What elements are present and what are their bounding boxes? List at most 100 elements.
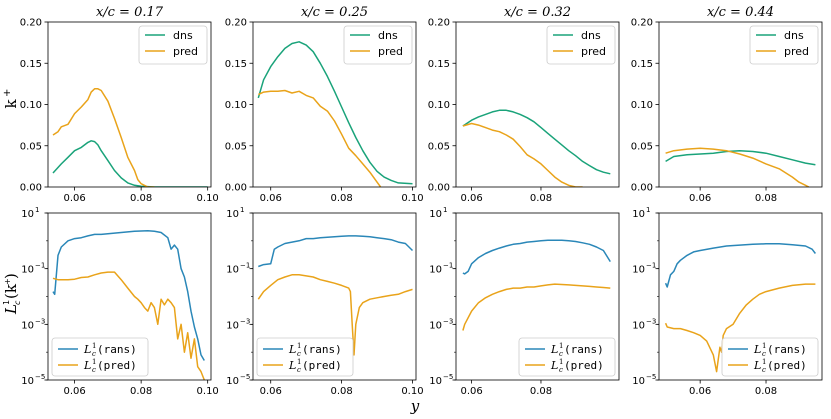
legend-subscript: c: [559, 350, 563, 358]
y-tick-label: 0.00: [20, 183, 42, 194]
y-tick-label: 0.05: [225, 141, 247, 152]
legend-box: [721, 337, 819, 377]
legend-label-dns: dns: [173, 29, 193, 42]
series-line-pred: [52, 271, 205, 380]
legend-label-text: (rans): [302, 343, 342, 356]
x-tick-label: 0.10: [401, 193, 423, 204]
x-axis-label: y: [410, 397, 420, 415]
y-axis-label-top: k+: [2, 89, 20, 109]
y-tick-label: 10: [632, 376, 645, 387]
legend-label-dns: dns: [784, 29, 804, 42]
legend-label-dns: dns: [378, 29, 398, 42]
y-tick-label: 0.10: [428, 100, 450, 111]
y-tick-label: 0.15: [20, 59, 42, 70]
y-tick-exponent: −1: [35, 262, 45, 270]
x-tick-label: 0.06: [63, 386, 85, 397]
y-tick-label: 0.05: [428, 141, 450, 152]
legend-label-pred: L 1c (pred): [550, 358, 604, 374]
y-tick-label: 0.05: [20, 141, 42, 152]
y-tick-label: 10: [226, 209, 239, 220]
y-tick-label: 0.00: [428, 183, 450, 194]
y-axis-label-plus: +: [2, 89, 13, 97]
x-tick-label: 0.10: [401, 386, 423, 397]
x-tick-label: 0.06: [689, 386, 711, 397]
y-tick-label: 10: [226, 265, 239, 276]
x-tick-label: 0.08: [130, 193, 152, 204]
legend-subscript: c: [297, 366, 301, 374]
series-line-pred: [257, 274, 413, 356]
legend: L 1c (rans)L 1c (pred): [518, 337, 616, 377]
legend-symbol-L: L: [753, 343, 761, 356]
legend-label-rans: L 1c (rans): [550, 342, 604, 358]
x-tick-label: 0.06: [63, 193, 85, 204]
legend-label-text: (rans): [97, 343, 137, 356]
x-tick-label: 0.10: [197, 193, 219, 204]
y-tick-label: 0.15: [428, 59, 450, 70]
y-axis-label-sub: c: [13, 300, 22, 305]
y-tick-exponent: −5: [646, 373, 656, 381]
legend-label-dns: dns: [581, 29, 601, 42]
legend: dns pred: [343, 25, 413, 65]
legend-symbol-L: L: [753, 359, 761, 372]
y-tick-label: 10: [226, 376, 239, 387]
legend-box: [51, 337, 149, 377]
y-tick-exponent: −5: [443, 373, 453, 381]
legend-symbol-L: L: [550, 359, 558, 372]
legend: dns pred: [546, 25, 616, 65]
legend-superscript: 1: [762, 342, 766, 350]
x-tick-label: 0.08: [130, 386, 152, 397]
legend-label-rans: L 1c (rans): [83, 342, 137, 358]
legend-label-pred: pred: [173, 45, 198, 58]
y-tick-label: 10: [429, 209, 442, 220]
y-tick-exponent: −1: [443, 262, 453, 270]
legend-label-pred: pred: [784, 45, 809, 58]
y-tick-label: 10: [21, 265, 34, 276]
y-tick-exponent: 1: [443, 206, 447, 214]
series-line-pred: [257, 89, 382, 187]
legend-superscript: 1: [92, 342, 96, 350]
x-tick-label: 0.06: [260, 386, 282, 397]
legend-symbol-L: L: [288, 343, 296, 356]
y-tick-label: 0.20: [20, 18, 42, 29]
legend-subscript: c: [762, 366, 766, 374]
legend-label-pred: L 1c (pred): [288, 358, 342, 374]
y-tick-label: 10: [632, 320, 645, 331]
series-line-rans: [258, 235, 414, 268]
series-line-dns: [462, 109, 611, 175]
legend-box: [256, 337, 354, 377]
y-tick-label: 10: [21, 209, 34, 220]
panel-title: x/c = 0.25: [301, 5, 368, 20]
y-tick-label: 10: [429, 265, 442, 276]
y-tick-exponent: 1: [240, 206, 244, 214]
y-tick-label: 10: [226, 320, 239, 331]
series-line-dns: [52, 140, 208, 187]
x-tick-label: 0.08: [755, 386, 777, 397]
y-tick-label: 0.10: [225, 100, 247, 111]
y-tick-label: 0.05: [631, 141, 653, 152]
y-tick-exponent: 1: [35, 206, 39, 214]
y-tick-exponent: −1: [646, 262, 656, 270]
legend-label-text: (pred): [97, 359, 137, 372]
panel-title: x/c = 0.17: [96, 5, 164, 20]
legend-superscript: 1: [92, 358, 96, 366]
x-tick-label: 0.08: [330, 386, 352, 397]
y-axis-label-bottom: L1 c(k+): [2, 273, 22, 315]
x-tick-label: 0.06: [460, 386, 482, 397]
y-tick-exponent: −3: [646, 317, 656, 325]
y-tick-label: 10: [632, 209, 645, 220]
y-tick-exponent: −3: [443, 317, 453, 325]
legend-subscript: c: [92, 350, 96, 358]
legend-label-rans: L 1c (rans): [753, 342, 807, 358]
y-tick-label: 0.00: [225, 183, 247, 194]
y-tick-label: 0.15: [631, 59, 653, 70]
y-tick-label: 0.20: [631, 18, 653, 29]
y-tick-label: 10: [429, 320, 442, 331]
legend-label-text: (pred): [767, 359, 807, 372]
y-tick-label: 0.20: [428, 18, 450, 29]
panel-title: x/c = 0.32: [504, 5, 571, 20]
legend-label-pred: pred: [581, 45, 606, 58]
panel-2: 0.06 0.08 0.10 0.00 0.05 0.10 0.15 0.20 x/c = 0.…: [225, 5, 424, 204]
y-tick-exponent: −3: [35, 317, 45, 325]
